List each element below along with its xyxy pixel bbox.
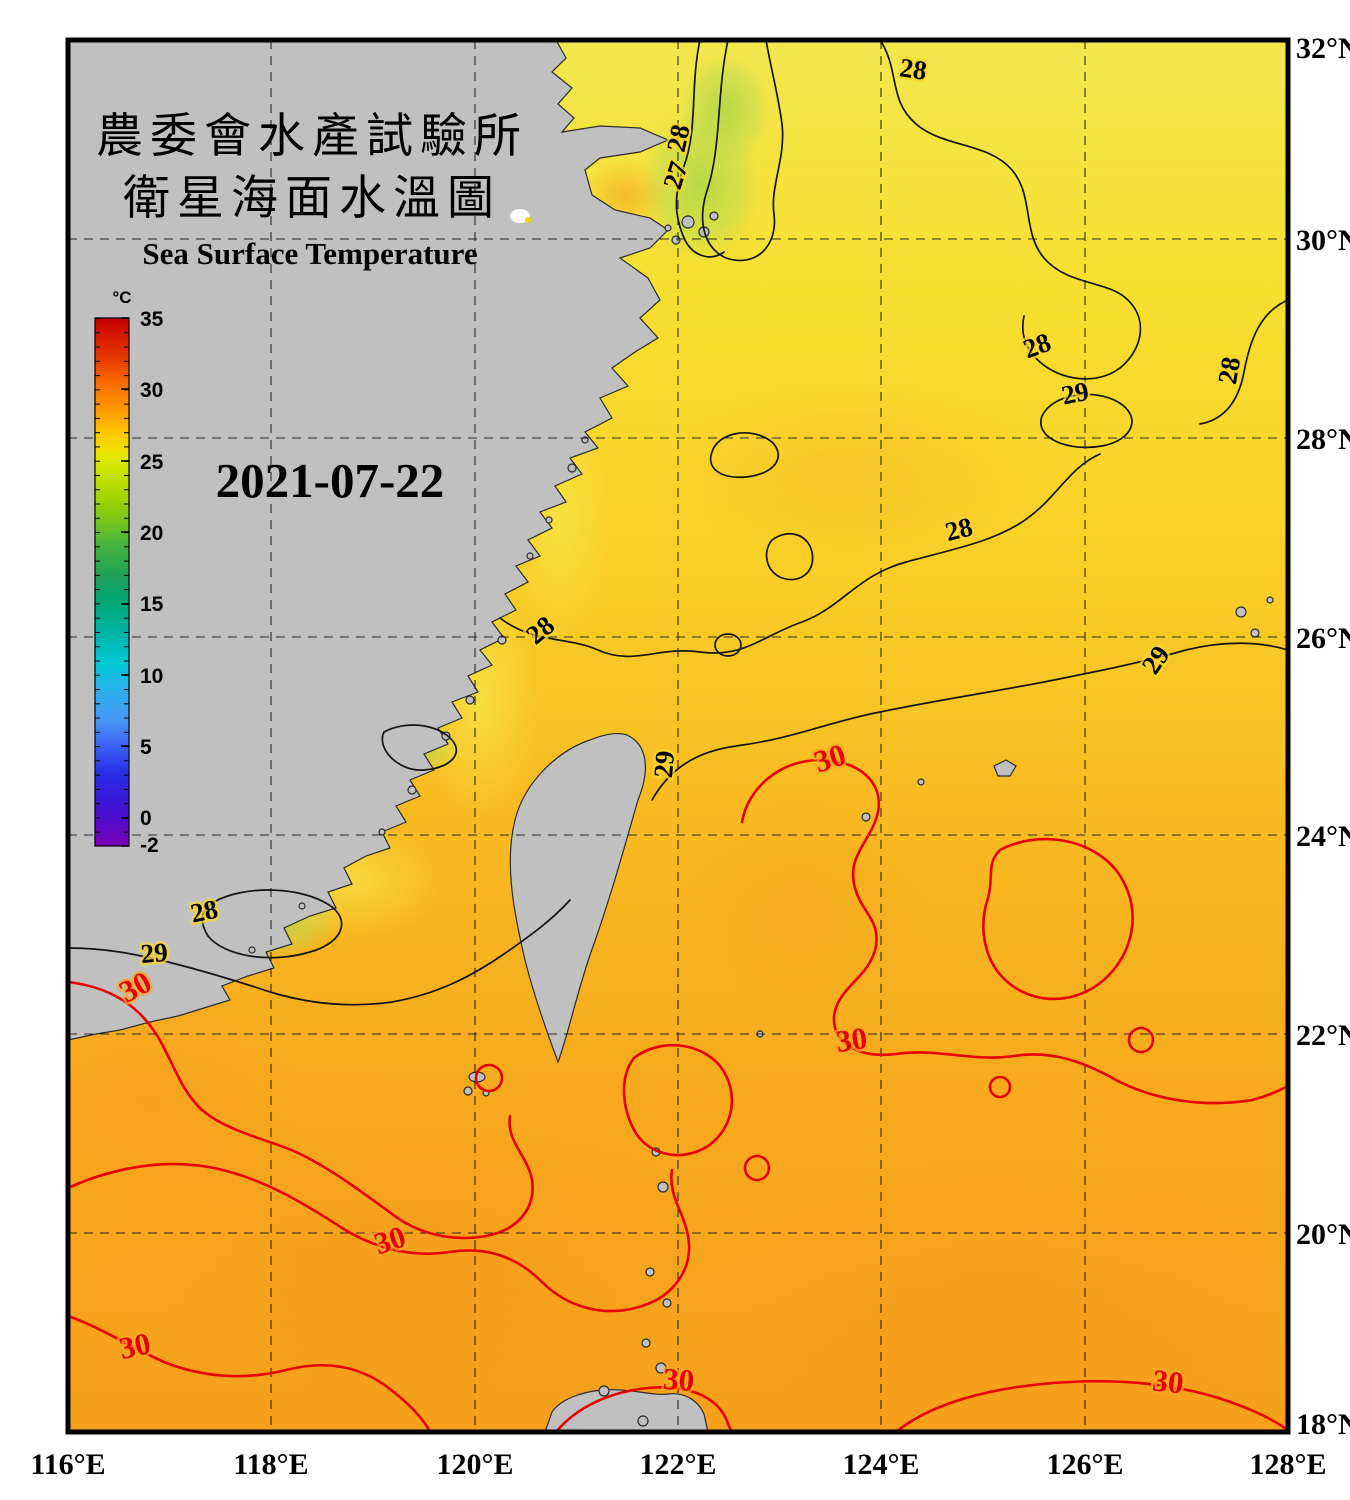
map-header: 農委會水產試驗所 衛星海面水溫圖 Sea Surface Temperature… (96, 111, 528, 508)
y-tick-label: 30°N (1296, 224, 1350, 257)
colorbar: °C 35 30 25 20 15 10 5 (94, 288, 164, 857)
contour-label-30: 30 (1151, 1363, 1185, 1401)
y-tick-label: 32°N (1296, 32, 1350, 65)
x-tick-label: 128°E (1249, 1448, 1326, 1481)
x-axis-labels: 116°E 118°E 120°E 122°E 124°E 126°E 128°… (30, 1448, 1326, 1481)
contour-30-line (554, 1386, 734, 1432)
title-zh-line2: 衛星海面水溫圖 (123, 173, 501, 225)
x-tick-label: 126°E (1046, 1448, 1123, 1481)
contour-28-loop (201, 889, 343, 959)
contour-30-line (68, 1162, 691, 1313)
x-tick-label: 120°E (436, 1448, 513, 1481)
taiwan-island (509, 733, 646, 1064)
contour-28-line (1199, 299, 1288, 425)
contour-30-loop (474, 1063, 504, 1093)
colorbar-tick-label: 25 (140, 451, 164, 474)
contour-small-loop (714, 633, 742, 657)
map-frame (65, 37, 1291, 1435)
contour-30-loop (622, 1043, 734, 1157)
colorbar-tick-label: -2 (140, 834, 159, 857)
contour-label-28: 28 (898, 52, 929, 85)
contour-28-line (701, 40, 784, 262)
contour-30-loop (982, 837, 1134, 1001)
colorbar-tick-labels: 35 30 25 20 15 10 5 0 -2 (140, 308, 164, 857)
colorbar-minor-ticks (95, 318, 129, 846)
colorbar-unit: °C (112, 288, 131, 307)
contour-small-loop (709, 431, 779, 479)
contour-29-line (651, 642, 1288, 801)
y-tick-label: 22°N (1296, 1019, 1350, 1052)
colorbar-tick-label: 35 (140, 308, 164, 331)
china-coast-landmass (68, 40, 670, 1041)
colorbar-tick-label: 0 (140, 807, 152, 830)
y-tick-label: 26°N (1296, 622, 1350, 655)
title-zh-line1: 農委會水產試驗所 (96, 111, 528, 163)
grid-lines (68, 40, 1288, 1432)
colorbar-tick-label: 15 (140, 593, 164, 616)
lake-dot (525, 217, 531, 223)
lake-on-land (510, 209, 530, 223)
x-tick-label: 122°E (639, 1448, 716, 1481)
contour-28-line (879, 40, 1142, 380)
contour-29-loop (1039, 393, 1133, 449)
colorbar-tick-label: 30 (140, 379, 163, 402)
contour-label-29: 29 (139, 937, 169, 969)
contour-label-30: 30 (662, 1361, 695, 1398)
colorbar-tick-label: 10 (140, 665, 163, 688)
landmasses (68, 40, 1274, 1432)
y-axis-labels: 32°N 30°N 28°N 26°N 24°N 22°N 20°N 18°N (1296, 32, 1350, 1441)
y-tick-label: 20°N (1296, 1218, 1350, 1251)
colorbar-tick-label: 20 (140, 522, 163, 545)
contour-30-line (740, 758, 1288, 1105)
contour-30-line (68, 1314, 432, 1432)
map-date: 2021-07-22 (216, 453, 445, 508)
luzon-tip-landmass (544, 1389, 709, 1432)
y-tick-label: 18°N (1296, 1408, 1350, 1441)
isotherms-black (68, 40, 1288, 1006)
isotherms-red (68, 758, 1288, 1432)
contour-30-loop (988, 1075, 1012, 1099)
contour-28-line (499, 453, 1101, 658)
colorbar-major-ticks (121, 317, 129, 847)
contour-30-line (68, 980, 534, 1240)
contour-30-loop (743, 1154, 771, 1182)
contour-28-loop (381, 724, 458, 771)
colorbar-tick-label: 5 (140, 736, 152, 759)
x-tick-label: 118°E (233, 1448, 308, 1481)
contour-label-29: 29 (648, 749, 680, 779)
x-tick-label: 124°E (842, 1448, 919, 1481)
y-tick-label: 24°N (1296, 820, 1350, 853)
contour-small-loop (765, 532, 814, 581)
contour-30-loop (1127, 1026, 1155, 1054)
contour-27-line (675, 40, 725, 258)
contour-label-28: 28 (1212, 355, 1246, 387)
x-tick-label: 116°E (30, 1448, 105, 1481)
contour-30-line (894, 1380, 1288, 1432)
contour-29-line (68, 899, 571, 1006)
contour-label-30: 30 (834, 1020, 870, 1059)
y-tick-label: 28°N (1296, 423, 1350, 456)
title-en: Sea Surface Temperature (142, 236, 477, 271)
